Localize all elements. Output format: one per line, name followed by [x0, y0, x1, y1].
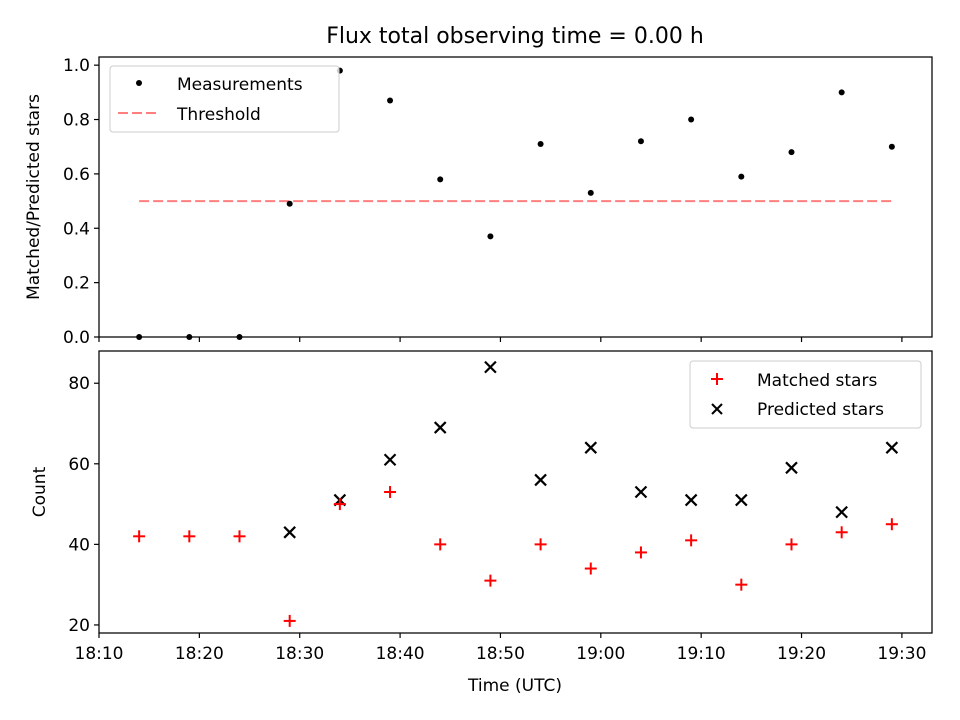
predicted-stars-point: [283, 526, 296, 539]
matched-stars-point: [534, 538, 547, 551]
x-tick-label: 19:20: [777, 644, 826, 664]
predicted-stars-stroke: [534, 473, 547, 487]
bottom-panel: 20 40 60 80 18:10 18:20 18:30 18:40 18:50 19:00 19…: [30, 350, 933, 696]
matched-stars-point: [484, 574, 497, 587]
predicted-stars-point: [433, 421, 447, 434]
predicted-stars-point: [885, 441, 899, 454]
measurement-point: [286, 200, 293, 207]
predicted-stars-point: [534, 473, 547, 487]
x-tick-label: 18:20: [175, 644, 224, 664]
predicted-stars-stroke: [634, 485, 648, 499]
matched-stars-point: [584, 562, 597, 575]
predicted-stars-stroke: [283, 526, 296, 539]
top-y-axis-label: Matched/Predicted stars: [24, 94, 44, 300]
top-panel: 0.0 0.2 0.4 0.6 0.8 1.0 Matched/Predicted sta…: [24, 56, 933, 348]
x-tick-label: 18:30: [275, 644, 324, 664]
top-y-tick-label: 0.6: [63, 165, 90, 185]
predicted-stars-stroke: [383, 453, 397, 467]
predicted-stars-stroke: [885, 441, 899, 454]
measurement-point: [688, 116, 695, 123]
bottom-data-marks: [133, 360, 899, 627]
top-axes-frame: [98, 56, 933, 338]
predicted-stars-point: [785, 461, 798, 475]
top-legend: Measurements Threshold: [109, 65, 340, 133]
top-y-tick-label: 0.4: [63, 219, 90, 239]
matched-stars-point: [885, 518, 898, 531]
predicted-stars-point: [684, 493, 698, 507]
predicted-stars-point: [634, 485, 648, 499]
predicted-stars-stroke: [835, 505, 848, 519]
top-axis-ticks: 0.0 0.2 0.4 0.6 0.8 1.0: [63, 56, 903, 348]
matched-stars-point: [434, 538, 447, 551]
measurement-point: [387, 97, 394, 104]
bottom-y-tick-label: 60: [68, 455, 90, 475]
top-y-tick-label: 1.0: [63, 56, 90, 76]
legend-predicted-label: Predicted stars: [757, 400, 884, 420]
predicted-stars-stroke: [484, 360, 497, 374]
measurement-point: [738, 173, 745, 180]
bottom-y-tick-label: 80: [68, 374, 90, 394]
matched-stars-point: [785, 538, 798, 551]
legend-measurements-label: Measurements: [177, 75, 303, 95]
measurement-point: [537, 140, 544, 147]
predicted-stars-stroke: [735, 493, 748, 507]
matched-stars-point: [233, 530, 246, 543]
bottom-axes-frame: [98, 350, 933, 634]
legend-matched-marker: [711, 373, 723, 385]
figure-title: Flux total observing time = 0.00 h: [326, 24, 704, 49]
predicted-stars-stroke: [433, 421, 447, 434]
predicted-stars-point: [835, 505, 848, 519]
x-tick-label: 18:50: [476, 644, 525, 664]
measurement-point: [487, 233, 494, 240]
x-tick-label: 19:10: [677, 644, 726, 664]
x-tick-label: 19:00: [576, 644, 625, 664]
bottom-y-axis-label: Count: [30, 466, 50, 517]
bottom-y-tick-label: 20: [68, 616, 90, 636]
top-y-tick-label: 0.2: [63, 274, 90, 294]
predicted-stars-point: [735, 493, 748, 507]
x-tick-label: 18:10: [75, 644, 124, 664]
predicted-stars-point: [383, 453, 397, 467]
legend-predicted-marker: [711, 403, 723, 415]
bottom-y-tick-label: 40: [68, 535, 90, 555]
top-data-marks: [136, 67, 895, 340]
predicted-stars-stroke: [785, 461, 798, 475]
measurement-point: [888, 143, 895, 150]
top-y-tick-label: 0.0: [63, 328, 90, 348]
bottom-axis-ticks: 20 40 60 80 18:10 18:20 18:30 18:40 18:50 19:00 19…: [68, 374, 926, 664]
matched-stars-point: [835, 526, 848, 539]
top-y-tick-label: 0.8: [63, 111, 90, 131]
measurement-point: [838, 89, 845, 96]
top-legend-frame: [109, 65, 340, 133]
bottom-legend: Matched stars Predicted stars: [689, 360, 922, 429]
predicted-stars-stroke: [584, 441, 598, 454]
matched-stars-point: [384, 486, 397, 498]
bottom-legend-frame: [689, 360, 922, 429]
matched-stars-point: [634, 546, 647, 559]
measurement-point: [437, 176, 444, 183]
legend-measurements-marker: [136, 80, 142, 86]
matched-stars-point: [133, 530, 146, 543]
matched-stars-point: [735, 578, 748, 591]
x-tick-label: 18:40: [376, 644, 425, 664]
predicted-stars-point: [484, 360, 497, 374]
matched-stars-point: [685, 534, 698, 547]
x-tick-label: 19:30: [877, 644, 926, 664]
matched-stars-point: [333, 498, 346, 511]
predicted-stars-point: [584, 441, 598, 454]
measurement-point: [788, 149, 795, 156]
legend-matched-label: Matched stars: [757, 371, 877, 391]
measurement-point: [637, 138, 644, 145]
legend-threshold-label: Threshold: [176, 105, 261, 125]
matched-stars-point: [283, 614, 296, 627]
matched-stars-point: [183, 530, 196, 543]
measurement-point: [587, 189, 594, 196]
x-axis-label: Time (UTC): [467, 676, 562, 696]
predicted-stars-stroke: [684, 493, 698, 507]
